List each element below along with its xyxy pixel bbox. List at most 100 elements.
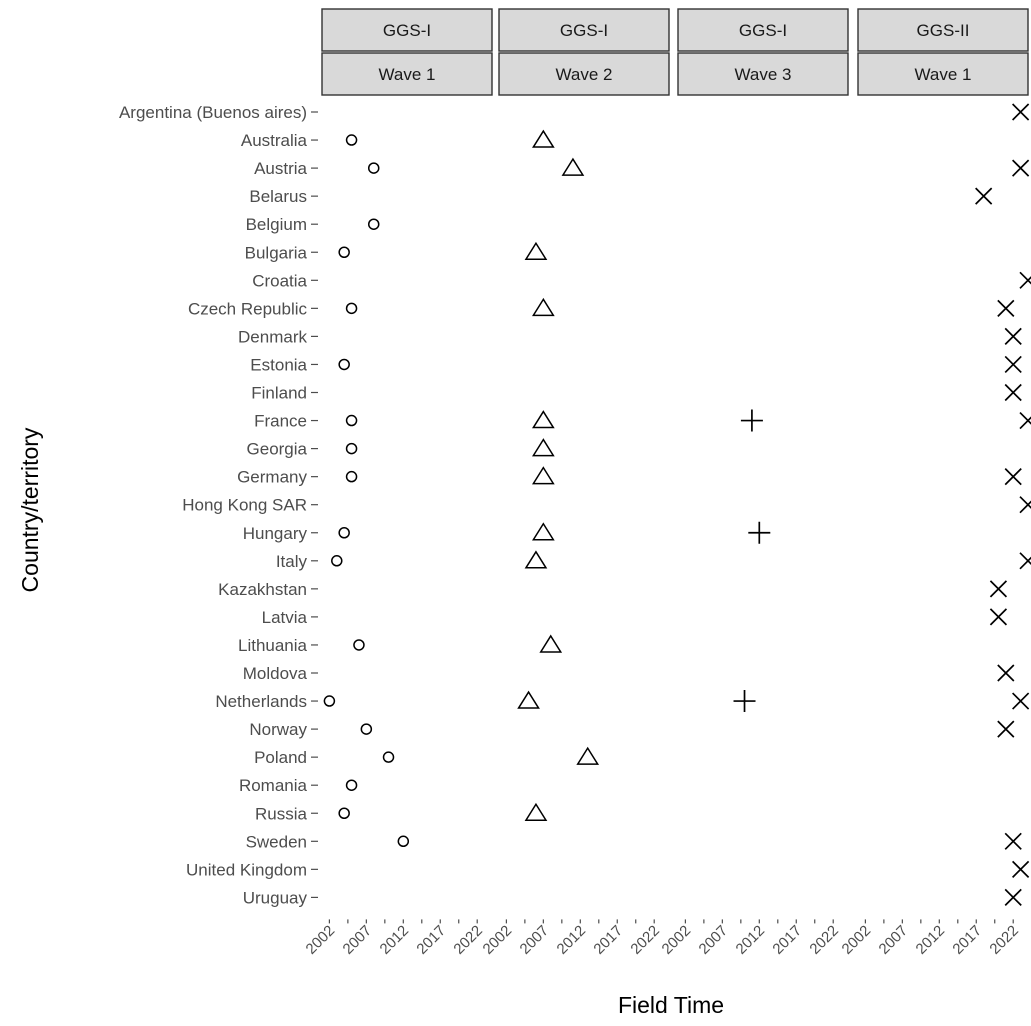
facet-strip-program [321,8,493,52]
point-triangle [524,802,548,821]
facet-strip-wave [857,52,1029,96]
point-circle [353,639,365,651]
x-tick-label: 2002 [480,922,516,958]
x-tick-label: 2007 [517,922,553,958]
point-circle [367,218,380,230]
point-circle [345,779,358,791]
point-circle [345,302,358,315]
x-tick-label: 2022 [450,922,486,958]
facet-strip-program [498,8,670,52]
point-triangle [517,690,540,709]
data-markers [323,103,1031,907]
facet-wave-label: Wave 1 [914,65,971,84]
y-tick-label: Australia [241,131,308,150]
point-circle [338,358,350,371]
y-tick-label: Belarus [249,187,307,206]
y-tick-label: Belgium [246,215,307,234]
point-cross [1019,411,1031,430]
x-tick-label: 2012 [377,922,413,958]
y-tick-label: Germany [237,468,307,487]
point-cross [1019,552,1031,570]
y-tick-label: Latvia [262,608,308,627]
x-tick-label: 2007 [696,922,732,958]
facet-program-label: GGS-I [383,21,431,40]
x-tick-label: 2017 [413,922,449,958]
y-tick-label: Finland [251,384,307,403]
point-triangle [524,550,548,569]
x-tick-label: 2012 [913,922,949,958]
facet-strip-wave [677,52,849,96]
y-tick-label: Hungary [243,524,308,543]
point-cross [1004,832,1022,850]
x-tick-label: 2007 [340,922,376,958]
x-tick-label: 2017 [769,922,805,958]
y-tick-label: Lithuania [238,636,308,655]
y-axis-labels: Argentina (Buenos aires) Australia Austria… [119,103,318,907]
facet-strip-program [857,8,1029,52]
facet-strip-program [677,8,849,52]
point-circle [338,527,350,539]
facet-wave-label: Wave 1 [378,65,435,84]
point-circle [338,246,350,258]
y-tick-label: Sweden [246,832,307,851]
point-triangle [531,466,555,485]
facet-wave-label: Wave 2 [555,65,612,84]
point-cross [1004,355,1022,374]
facet-strips: GGS-I Wave 1 GGS-I Wave 2 GGS-I Wave 3 GGS-II W… [321,8,1029,96]
y-tick-label: Russia [255,804,308,823]
x-tick-label: 2017 [949,922,985,958]
y-tick-label: Denmark [238,327,307,346]
x-tick-label: 2012 [733,922,769,958]
point-circle [323,695,336,707]
point-triangle [531,129,555,148]
x-tick-label: 2002 [659,922,695,958]
y-tick-label: Hong Kong SAR [182,496,307,515]
x-tick-label: 2012 [554,922,590,958]
point-plus [740,409,763,432]
x-axis-title: Field Time [618,992,724,1018]
point-cross [1004,383,1022,402]
facet-wave-label: Wave 3 [734,65,791,84]
facet-strip-wave [498,52,670,96]
point-circle [367,162,380,174]
x-tick-label: 2022 [986,922,1022,958]
point-circle [338,807,350,819]
point-cross [1019,496,1031,514]
point-triangle [524,241,548,260]
point-cross [989,608,1008,626]
point-cross [1012,860,1030,878]
point-triangle [539,634,563,653]
y-tick-label: Norway [249,720,307,739]
y-axis-title: Country/territory [17,427,43,592]
x-tick-label: 2022 [627,922,663,958]
y-tick-label: Uruguay [243,888,308,907]
point-cross [1004,327,1022,346]
point-circle [345,470,358,483]
point-circle [331,555,343,567]
x-tick-label: 2022 [806,922,842,958]
y-tick-label: Croatia [252,271,307,290]
point-triangle [576,746,600,765]
facet-program-label: GGS-I [560,21,608,40]
point-circle [345,414,358,427]
point-triangle [531,410,555,429]
point-triangle [561,157,585,176]
facet-strip-wave [321,52,493,96]
x-tick-label: 2017 [590,922,626,958]
point-cross [997,720,1015,738]
point-cross [1004,888,1022,907]
point-cross [989,580,1008,598]
point-circle [382,751,395,763]
y-tick-label: Kazakhstan [218,580,307,599]
point-plus [748,521,771,544]
facet-program-label: GGS-I [739,21,787,40]
point-plus [733,690,756,713]
y-tick-label: United Kingdom [186,860,307,879]
y-tick-label: Poland [254,748,307,767]
y-tick-label: Czech Republic [188,299,308,318]
y-tick-label: Estonia [250,355,307,374]
point-cross [1012,103,1030,121]
